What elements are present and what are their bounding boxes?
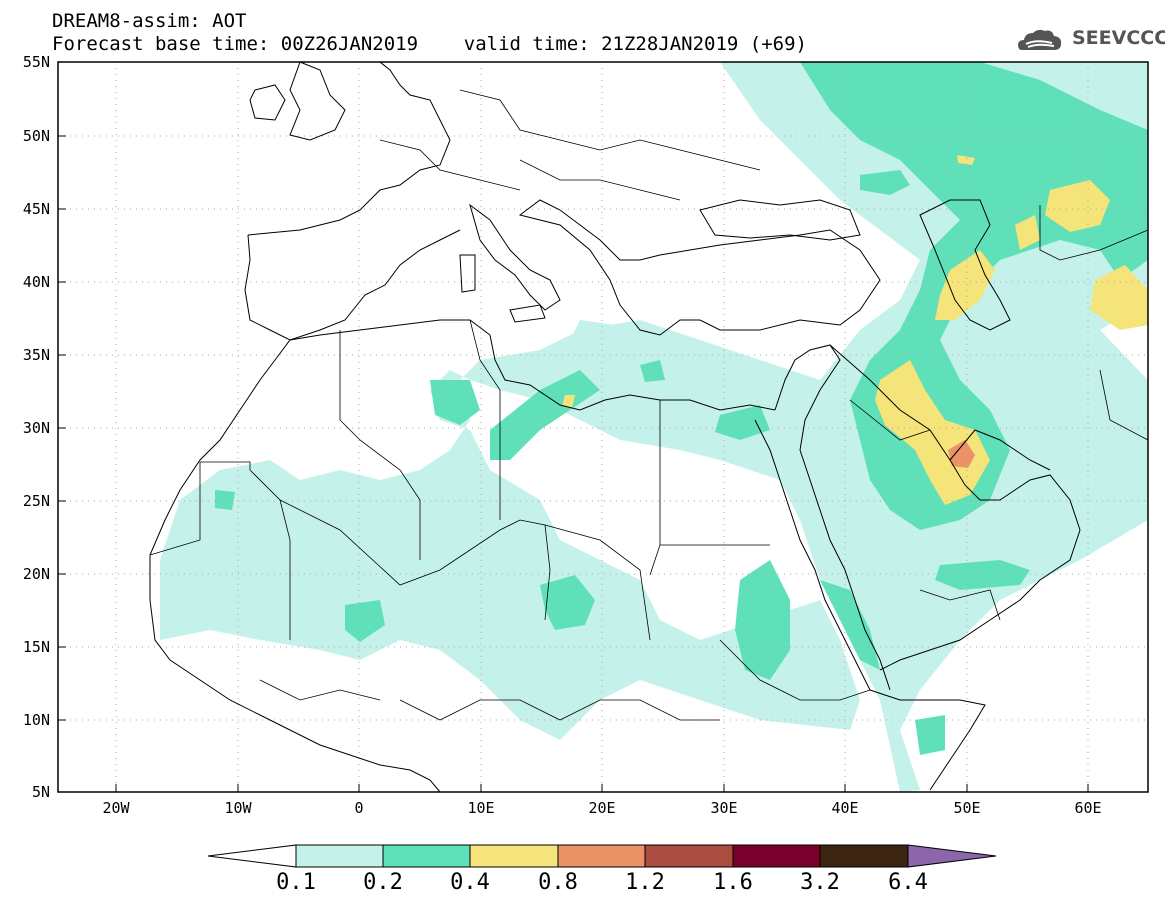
lat-label: 50N bbox=[22, 127, 50, 145]
lat-label: 25N bbox=[22, 492, 50, 510]
lon-label: 20W bbox=[102, 799, 130, 817]
aot-level-0.4 bbox=[562, 155, 1148, 505]
lon-label: 30E bbox=[710, 799, 738, 817]
colorbar-swatch bbox=[469, 844, 559, 868]
colorbar-swatch bbox=[382, 844, 471, 868]
colorbar-low-arrow bbox=[207, 844, 297, 868]
colorbar-swatch bbox=[295, 844, 384, 868]
lat-label: 30N bbox=[22, 419, 50, 437]
colorbar-label: 6.4 bbox=[888, 870, 928, 895]
lon-label: 60E bbox=[1074, 799, 1102, 817]
lat-label: 10N bbox=[22, 711, 50, 729]
lon-label: 50E bbox=[953, 799, 981, 817]
lat-label: 55N bbox=[22, 53, 50, 71]
lon-label: 10E bbox=[467, 799, 495, 817]
colorbar-label: 0.8 bbox=[538, 870, 578, 895]
lon-label: 20E bbox=[588, 799, 616, 817]
colorbar-label: 1.6 bbox=[713, 870, 753, 895]
colorbar-label: 1.2 bbox=[625, 870, 665, 895]
colorbar-swatch bbox=[819, 844, 909, 868]
lon-label: 0 bbox=[354, 799, 364, 817]
lon-label: 40E bbox=[831, 799, 859, 817]
colorbar-label: 0.1 bbox=[276, 870, 316, 895]
forecast-times: Forecast base time: 00Z26JAN2019 valid t… bbox=[52, 33, 807, 55]
lat-label: 15N bbox=[22, 638, 50, 656]
country-borders bbox=[149, 89, 1148, 721]
colorbar-label: 0.2 bbox=[363, 870, 403, 895]
map-title: DREAM8-assim: AOT bbox=[52, 10, 247, 32]
colorbar-swatch bbox=[644, 844, 734, 868]
colorbar-swatch bbox=[557, 844, 646, 868]
lat-label: 20N bbox=[22, 565, 50, 583]
seevccc-cloud-logo-icon bbox=[1018, 29, 1062, 50]
lat-label: 35N bbox=[22, 346, 50, 364]
lat-label: 5N bbox=[31, 783, 50, 801]
map-frame bbox=[57, 61, 1149, 793]
aot-level-0.8 bbox=[948, 440, 975, 468]
colorbar-label: 3.2 bbox=[800, 870, 840, 895]
colorbar bbox=[207, 844, 997, 868]
lat-label: 40N bbox=[22, 273, 50, 291]
colorbar-high-arrow bbox=[907, 844, 997, 868]
lat-label: 45N bbox=[22, 200, 50, 218]
axis-ticks bbox=[58, 135, 1089, 792]
lon-label: 10W bbox=[224, 799, 252, 817]
colorbar-label: 0.4 bbox=[450, 870, 490, 895]
seevccc-logo-text: SEEVCCC bbox=[1072, 27, 1165, 49]
colorbar-swatch bbox=[732, 844, 821, 868]
